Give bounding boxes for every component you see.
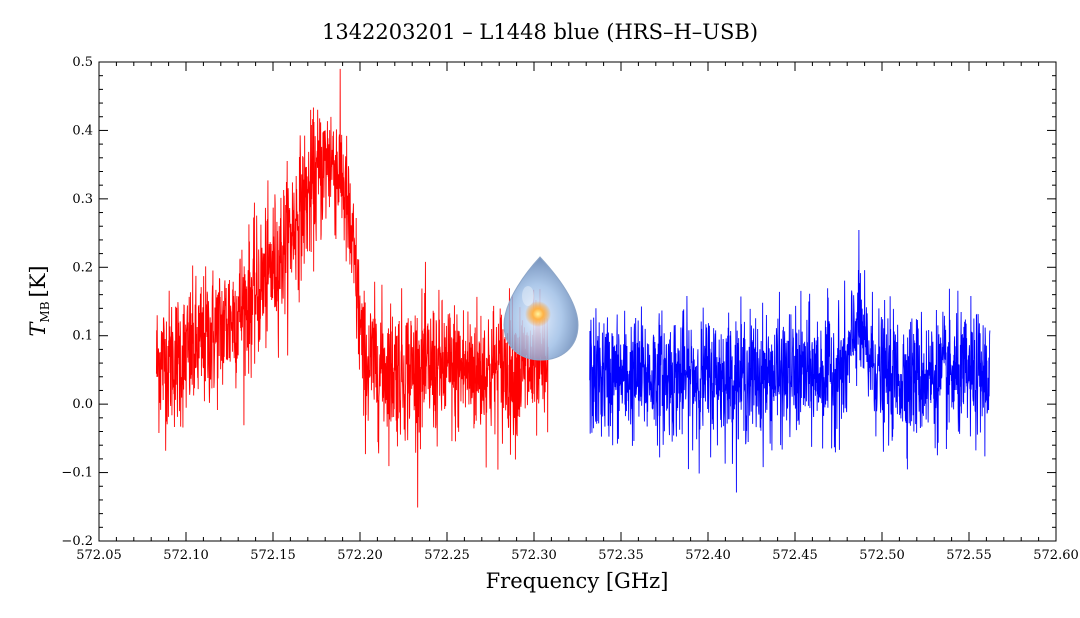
- tick-label: 572.20: [337, 548, 383, 563]
- tick-label: −0.1: [61, 466, 93, 481]
- tick-label: 0.0: [72, 397, 93, 412]
- y-axis-label-symbol: T: [26, 321, 50, 337]
- tick-label: 0.5: [72, 55, 93, 70]
- tick-label: 572.50: [859, 548, 905, 563]
- tick-label: 572.15: [250, 548, 296, 563]
- herschel-hipe-logo: [503, 256, 579, 361]
- tick-label: 572.60: [1033, 548, 1079, 563]
- tick-label: 0.1: [72, 329, 93, 344]
- spectrum-traces: [155, 68, 991, 508]
- tick-label: 572.55: [946, 548, 992, 563]
- spectrum-series-0: [155, 68, 549, 508]
- tick-label: 572.25: [424, 548, 470, 563]
- x-axis-label: Frequency [GHz]: [486, 569, 669, 593]
- y-axis-label: TMB [K]: [26, 265, 52, 336]
- y-axis: −0.2 −0.1 0.0 0.1 0.2 0.3 0.4 0.5: [61, 55, 1056, 549]
- chart-title: 1342203201 – L1448 blue (HRS–H–USB): [322, 20, 758, 44]
- tick-label: 572.10: [163, 548, 209, 563]
- spectrum-series-1: [589, 229, 991, 493]
- tick-label: 0.4: [72, 123, 93, 138]
- x-axis: 572.05 572.10 572.15 572.20 572.25 572.30 572.…: [76, 62, 1079, 563]
- tick-label: 0.2: [72, 260, 93, 275]
- tick-label: 572.45: [772, 548, 818, 563]
- tick-label: 572.05: [76, 548, 122, 563]
- y-axis-label-unit: [K]: [26, 265, 50, 297]
- plot-frame: [98, 61, 1057, 542]
- tick-label: 572.35: [598, 548, 644, 563]
- tick-label: 0.3: [72, 192, 93, 207]
- tick-label: 572.30: [511, 548, 557, 563]
- tick-label: −0.2: [61, 534, 93, 549]
- tick-label: 572.40: [685, 548, 731, 563]
- y-axis-label-subscript: MB: [38, 301, 52, 322]
- svg-text:TMB[K]: TMB [K]: [26, 265, 52, 336]
